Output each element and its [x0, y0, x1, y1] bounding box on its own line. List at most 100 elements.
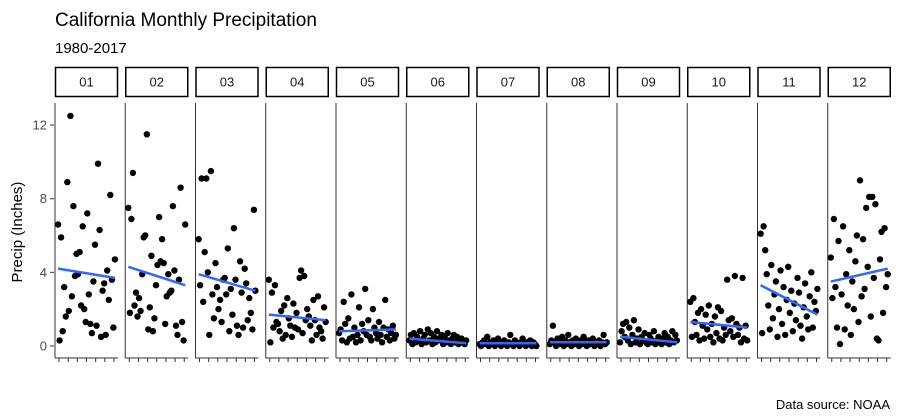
data-point: [838, 291, 845, 298]
data-point: [239, 324, 247, 331]
trend-line: [759, 284, 819, 316]
data-point: [146, 304, 153, 311]
data-point: [421, 331, 428, 339]
data-point: [221, 274, 228, 282]
data-point: [444, 329, 451, 337]
data-point: [484, 333, 491, 340]
data-point: [744, 337, 751, 344]
data-point: [777, 267, 784, 274]
data-point: [603, 339, 610, 346]
data-point: [320, 304, 328, 311]
facet-strip-label: 04: [290, 75, 304, 90]
data-point: [629, 331, 636, 339]
facet-panel-01: 01: [54, 66, 119, 362]
data-point: [690, 294, 697, 302]
data-point: [768, 261, 775, 269]
facet-panel-03: 03: [195, 66, 259, 362]
data-point: [243, 280, 250, 287]
trend-line: [57, 267, 116, 280]
data-point: [79, 223, 86, 230]
facet-strip-label: 08: [571, 75, 585, 90]
data-point: [319, 335, 326, 342]
data-point: [304, 305, 311, 313]
facet-strip: [265, 66, 329, 98]
data-point: [843, 271, 850, 278]
data-point: [64, 178, 71, 186]
data-point: [134, 313, 141, 320]
y-tick-label: 8: [40, 191, 47, 206]
data-point: [867, 313, 874, 320]
facet-panel-05: 05: [335, 66, 400, 362]
data-point: [241, 265, 248, 272]
data-point: [235, 331, 242, 339]
data-point: [351, 324, 358, 331]
data-point: [171, 267, 178, 274]
data-point: [693, 331, 700, 339]
facet-strip: [335, 66, 400, 98]
facet-panel-04: 04: [265, 66, 329, 362]
data-point: [859, 236, 867, 243]
data-point: [697, 305, 705, 313]
data-point: [870, 274, 877, 282]
data-point: [169, 202, 177, 210]
data-point: [308, 337, 315, 344]
data-point: [223, 291, 230, 298]
data-point: [93, 322, 100, 329]
data-point: [195, 236, 202, 243]
data-point: [277, 307, 285, 315]
data-point: [879, 309, 887, 316]
trend-line: [830, 267, 888, 283]
data-point: [233, 322, 241, 329]
data-point: [765, 302, 772, 309]
data-point: [795, 289, 803, 296]
data-point: [811, 298, 818, 305]
data-point: [650, 328, 658, 335]
data-point: [198, 175, 205, 182]
data-point: [229, 311, 236, 318]
data-point: [236, 258, 244, 265]
data-point: [270, 324, 277, 331]
data-point: [369, 305, 377, 313]
data-point: [507, 331, 514, 339]
data-point: [839, 223, 847, 230]
data-point: [600, 331, 607, 339]
data-point: [863, 204, 870, 212]
data-point: [60, 283, 68, 291]
data-point: [722, 331, 729, 339]
data-point: [836, 340, 844, 348]
data-point: [618, 328, 625, 335]
data-point: [830, 215, 838, 223]
data-point: [227, 285, 234, 293]
data-point: [174, 331, 181, 339]
data-point: [358, 320, 366, 328]
data-point: [348, 291, 355, 298]
data-point: [342, 320, 349, 328]
data-point: [299, 329, 306, 337]
data-point: [801, 280, 809, 287]
data-point: [580, 333, 587, 340]
data-point: [774, 333, 781, 340]
data-point: [128, 215, 135, 223]
data-point: [249, 326, 256, 333]
data-point: [207, 167, 215, 175]
data-point: [230, 225, 238, 232]
data-point: [769, 315, 777, 322]
data-point: [519, 335, 526, 342]
data-point: [433, 328, 441, 335]
data-point: [853, 232, 861, 239]
data-point: [850, 305, 858, 313]
facet-strip: [195, 66, 259, 98]
data-point: [707, 333, 714, 340]
data-point: [494, 335, 502, 342]
data-point: [293, 309, 300, 316]
data-point: [362, 285, 369, 293]
data-point: [148, 252, 155, 259]
facet-strip: [616, 66, 681, 98]
data-point: [389, 322, 397, 329]
data-point: [67, 112, 74, 120]
data-point: [142, 232, 149, 239]
data-point: [209, 291, 216, 298]
data-point: [70, 202, 77, 210]
data-point: [814, 285, 821, 293]
data-point: [856, 177, 864, 184]
